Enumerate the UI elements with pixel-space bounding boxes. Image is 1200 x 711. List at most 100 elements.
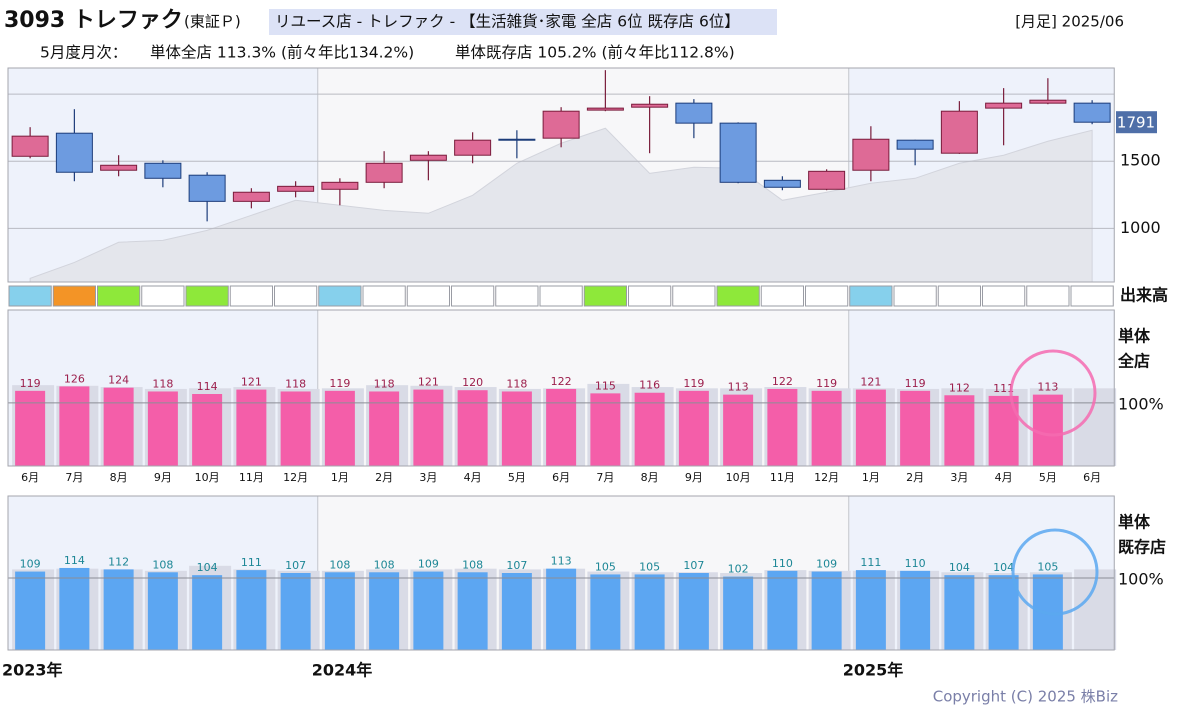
- data-label: 121: [241, 376, 262, 389]
- candle-body: [763, 179, 801, 188]
- highlight-circle: [1011, 528, 1099, 616]
- bar: [1032, 394, 1063, 466]
- data-label: 107: [285, 559, 306, 572]
- bar: [103, 387, 134, 466]
- volume-cell: [318, 285, 362, 307]
- candle-body: [808, 170, 846, 190]
- data-label: 116: [639, 379, 660, 392]
- volume-cell: [1070, 285, 1114, 307]
- bar: [811, 571, 842, 650]
- volume-cell: [97, 285, 141, 307]
- data-label: 119: [816, 377, 837, 390]
- x-tick-label: 10月: [195, 471, 220, 484]
- highlight-circle: [1009, 349, 1097, 437]
- data-label: 105: [595, 560, 616, 573]
- data-label: 120: [462, 376, 483, 389]
- plot: 2023年 2024年 2025年 1000 1500 1791 出来高 119 126 124 1…: [2, 67, 1168, 680]
- bar: [147, 572, 178, 650]
- data-label: 109: [418, 558, 439, 571]
- candle-body: [1029, 99, 1067, 104]
- year-label: 2023年: [2, 661, 63, 680]
- data-label: 113: [1037, 381, 1058, 394]
- volume-cell: [406, 285, 450, 307]
- x-tick-label: 1月: [331, 471, 349, 484]
- candle-body: [498, 138, 536, 141]
- y-tick-label: 1000: [1120, 218, 1161, 237]
- bar: [811, 390, 842, 466]
- bar: [236, 570, 267, 650]
- bar: [723, 394, 754, 466]
- x-tick-label: 6月: [552, 471, 570, 484]
- panel-border: [7, 495, 1115, 651]
- panel-label: 単体: [1118, 513, 1151, 532]
- candle-body: [985, 102, 1023, 109]
- x-tick-label: 7月: [65, 471, 83, 484]
- volume-cell: [185, 285, 229, 307]
- volume-cell: [274, 285, 318, 307]
- candle-body: [232, 191, 270, 202]
- bar: [501, 573, 532, 650]
- bar: [59, 567, 90, 650]
- year-label: 2025年: [843, 661, 904, 680]
- data-label: 108: [152, 558, 173, 571]
- panel-border: [7, 309, 1115, 467]
- data-label: 119: [905, 377, 926, 390]
- x-tick-label: 2月: [906, 471, 924, 484]
- volume-cell: [539, 285, 583, 307]
- x-tick-label: 4月: [464, 471, 482, 484]
- bar: [634, 392, 665, 466]
- volume-cell: [893, 285, 937, 307]
- candle-body: [719, 122, 757, 183]
- data-label: 111: [860, 556, 881, 569]
- data-label: 112: [949, 381, 970, 394]
- x-tick-label: 5月: [508, 471, 526, 484]
- tag: リユース店 - トレファク - 【生活雑貨･家電 全店 6位 既存店 6位】: [275, 13, 740, 31]
- data-label: 122: [551, 375, 572, 388]
- bar: [324, 390, 355, 466]
- x-tick-label: 8月: [110, 471, 128, 484]
- data-label: 108: [329, 558, 350, 571]
- bar: [590, 574, 621, 650]
- bar: [767, 388, 798, 466]
- bar: [944, 395, 975, 466]
- data-label: 108: [462, 558, 483, 571]
- data-label: 104: [197, 561, 218, 574]
- volume-cell: [8, 285, 52, 307]
- data-label: 113: [728, 381, 749, 394]
- x-tick-label: 1月: [862, 471, 880, 484]
- data-label: 102: [728, 563, 749, 576]
- candle-body: [586, 107, 624, 111]
- data-label: 113: [551, 555, 572, 568]
- volume-cell: [937, 285, 981, 307]
- y-tick-label: 100%: [1118, 570, 1164, 589]
- bar: [103, 569, 134, 650]
- data-label: 107: [683, 559, 704, 572]
- title: 3093 トレファク: [4, 8, 183, 33]
- candle-body: [631, 103, 669, 108]
- candle-body: [852, 138, 890, 171]
- data-label: 110: [772, 557, 793, 570]
- volume-cell: [805, 285, 849, 307]
- candle-body: [321, 181, 359, 190]
- candle-body: [896, 139, 934, 150]
- volume-cell: [495, 285, 539, 307]
- bar: [988, 575, 1019, 650]
- bar: [413, 389, 444, 466]
- volume-cell: [451, 285, 495, 307]
- data-label: 119: [683, 377, 704, 390]
- volume-cell: [583, 285, 627, 307]
- candle-body: [1073, 102, 1111, 123]
- x-tick-label: 11月: [770, 471, 795, 484]
- bar: [723, 576, 754, 650]
- data-label: 107: [506, 559, 527, 572]
- bar: [767, 570, 798, 650]
- candle-body: [409, 154, 447, 161]
- tag-box: [269, 9, 777, 35]
- shade-area: [29, 127, 1093, 283]
- data-label: 111: [993, 382, 1014, 395]
- summary-existing: 単体既存店 105.2% (前々年比112.8%): [455, 44, 735, 62]
- bar: [236, 389, 267, 466]
- bar: [369, 391, 400, 466]
- candle-body: [100, 164, 138, 171]
